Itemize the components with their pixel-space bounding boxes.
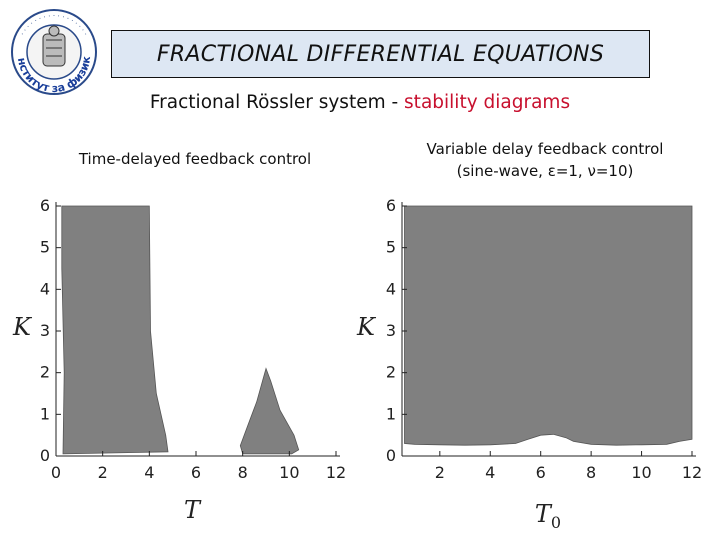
caption-line: (sine-wave, ε=1, ν=10) xyxy=(456,162,634,180)
y-tick-label: 1 xyxy=(40,404,50,423)
y-tick-label: 6 xyxy=(40,196,50,215)
x-tick-label: 2 xyxy=(435,463,445,482)
page-subtitle: Fractional Rössler system - stability di… xyxy=(0,92,720,113)
x-tick-label: 8 xyxy=(586,463,596,482)
y-tick-label: 1 xyxy=(386,404,396,423)
y-tick-label: 6 xyxy=(386,196,396,215)
y-tick-label: 2 xyxy=(40,363,50,382)
y-tick-label: 4 xyxy=(40,279,50,298)
x-axis-label: T xyxy=(184,496,202,524)
y-tick-label: 0 xyxy=(386,446,396,465)
x-axis-label: T0 xyxy=(535,500,561,532)
x-tick-label: 12 xyxy=(682,463,702,482)
y-tick-label: 4 xyxy=(386,279,396,298)
subtitle-highlight: stability diagrams xyxy=(404,92,571,113)
y-tick-label: 3 xyxy=(40,321,50,340)
caption-line: Variable delay feedback control xyxy=(426,140,664,158)
x-tick-label: 6 xyxy=(191,463,201,482)
y-tick-label: 5 xyxy=(386,238,396,257)
institute-seal-logo: · · · · · · · · · · · · · · · · · Инстит… xyxy=(6,4,97,95)
y-tick-label: 3 xyxy=(386,321,396,340)
y-tick-label: 5 xyxy=(40,238,50,257)
x-tick-label: 12 xyxy=(326,463,346,482)
y-tick-label: 2 xyxy=(386,363,396,382)
institute-seal-icon xyxy=(42,25,66,67)
x-tick-label: 10 xyxy=(279,463,299,482)
stability-region xyxy=(404,205,693,446)
caption-line: Time-delayed feedback control xyxy=(78,150,312,168)
x-tick-label: 8 xyxy=(238,463,248,482)
stability-region xyxy=(239,367,300,455)
x-tick-label: 4 xyxy=(144,463,154,482)
stability-region xyxy=(61,205,169,455)
subtitle-prefix: Fractional Rössler system - xyxy=(149,92,405,113)
left-panel-caption: Time-delayed feedback control xyxy=(30,148,360,170)
x-tick-label: 0 xyxy=(51,463,61,482)
x-tick-label: 6 xyxy=(536,463,546,482)
page-title: FRACTIONAL DIFFERENTIAL EQUATIONS xyxy=(111,30,650,78)
y-axis-label: K xyxy=(12,313,33,341)
x-tick-label: 4 xyxy=(485,463,495,482)
y-axis-label: K xyxy=(356,313,377,341)
right-panel-caption: Variable delay feedback control (sine-wa… xyxy=(380,138,710,182)
x-tick-label: 10 xyxy=(631,463,651,482)
x-tick-label: 2 xyxy=(98,463,108,482)
y-tick-label: 0 xyxy=(40,446,50,465)
